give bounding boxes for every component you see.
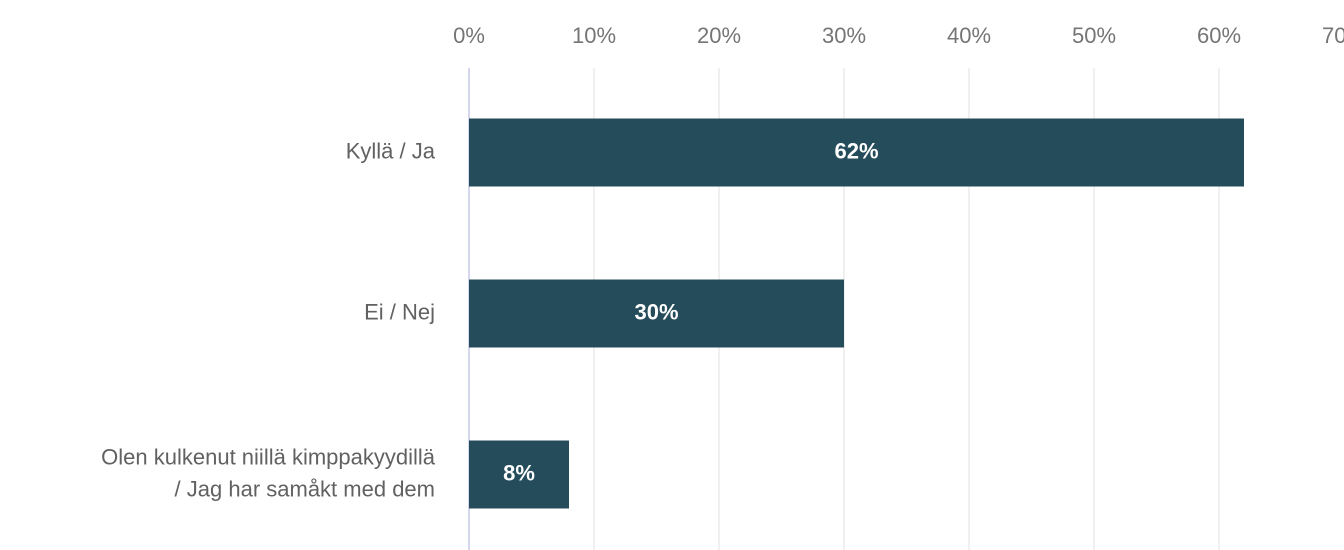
bar <box>469 440 569 509</box>
x-tick-label: 60% <box>1197 23 1241 48</box>
category-label: Ei / Nej <box>364 299 435 324</box>
category-labels: Kyllä / Ja Ei / Nej Olen kulkenut niillä k… <box>101 138 436 501</box>
x-axis-ticks: 0% 10% 20% 30% 40% 50% 60% 70% <box>453 23 1344 48</box>
bar-value-label: 30% <box>634 299 678 324</box>
x-tick-label: 10% <box>572 23 616 48</box>
x-tick-label: 0% <box>453 23 485 48</box>
category-label: Kyllä / Ja <box>346 138 436 163</box>
x-tick-label: 30% <box>822 23 866 48</box>
bar-value-label: 8% <box>503 460 535 485</box>
x-tick-label: 40% <box>947 23 991 48</box>
x-tick-label: 50% <box>1072 23 1116 48</box>
bar <box>469 279 844 348</box>
bars: 62% 30% 8% <box>469 118 1244 509</box>
x-tick-label: 70% <box>1322 23 1344 48</box>
bar <box>469 118 1244 187</box>
x-tick-label: 20% <box>697 23 741 48</box>
category-label: / Jag har samåkt med dem <box>175 476 435 501</box>
bar-value-label: 62% <box>834 138 878 163</box>
category-label: Olen kulkenut niillä kimppakyydillä <box>101 444 436 469</box>
